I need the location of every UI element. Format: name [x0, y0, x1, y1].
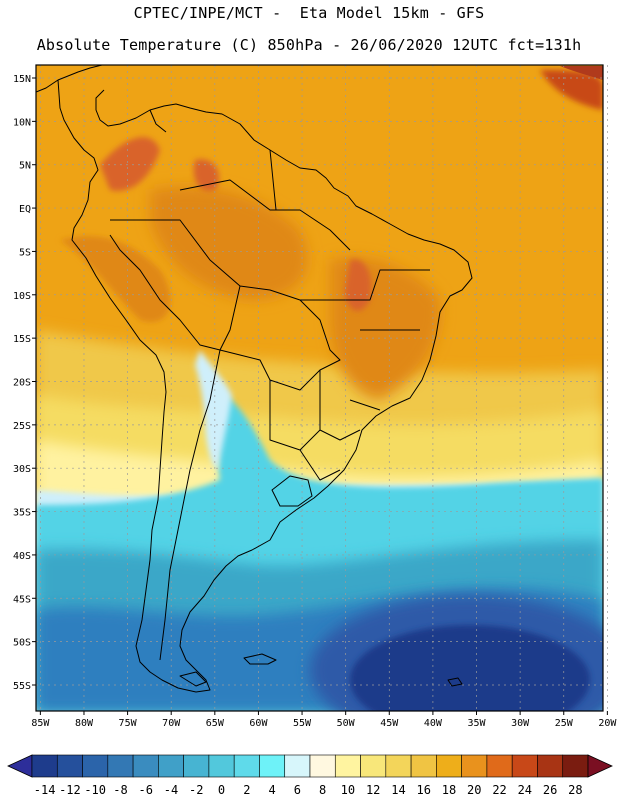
colorbar-label: 22	[492, 783, 506, 797]
lat-tick-label: 30S	[13, 464, 31, 475]
lon-tick-label: 20W	[598, 718, 617, 729]
colorbar-label: 26	[543, 783, 557, 797]
colorbar-label: -12	[59, 783, 81, 797]
lon-tick-label: 40W	[424, 718, 443, 729]
lon-tick-label: 55W	[293, 718, 312, 729]
colorbar-label: -8	[113, 783, 127, 797]
lon-tick-label: 80W	[75, 718, 94, 729]
lat-tick-label: 5S	[19, 247, 31, 258]
colorbar-swatch	[56, 754, 83, 778]
colorbar-label: 10	[341, 783, 355, 797]
longitude-ticks: 85W 80W 75W 70W 65W 60W 55W 50W 45W 40W 35W 30W 25W 2…	[31, 711, 617, 729]
colorbar-label: -10	[84, 783, 106, 797]
colorbar-swatch	[31, 754, 58, 778]
colorbar-label: 18	[442, 783, 456, 797]
colorbar-over-arrow	[587, 754, 613, 778]
colorbar-label: 16	[417, 783, 431, 797]
colorbar-swatch	[284, 754, 311, 778]
lon-tick-label: 85W	[31, 718, 50, 729]
lon-tick-label: 65W	[206, 718, 225, 729]
lat-tick-label: 35S	[13, 508, 31, 519]
colorbar-swatch	[562, 754, 589, 778]
colorbar-label: 28	[568, 783, 582, 797]
lat-tick-label: EQ	[19, 204, 31, 215]
colorbar-swatch	[183, 754, 210, 778]
colorbar-swatch	[537, 754, 564, 778]
colorbar-under-arrow	[7, 754, 33, 778]
lat-tick-label: 15S	[13, 334, 31, 345]
colorbar-swatch	[385, 754, 412, 778]
lat-tick-label: 10N	[13, 117, 31, 128]
colorbar-label: 4	[268, 783, 275, 797]
colorbar-label: 24	[518, 783, 532, 797]
colorbar-label: 8	[319, 783, 326, 797]
colorbar-label: -6	[139, 783, 153, 797]
colorbar-swatch	[309, 754, 336, 778]
colorbar-swatch	[410, 754, 437, 778]
colorbar-swatch	[158, 754, 184, 778]
colorbar-label: 0	[218, 783, 225, 797]
map-frame	[35, 64, 604, 712]
lat-tick-label: 20S	[13, 377, 31, 388]
colorbar-swatch	[233, 754, 260, 778]
colorbar-swatch	[259, 754, 286, 778]
colorbar-label: -4	[164, 783, 178, 797]
colorbar-labels: -14 -12 -10 -8 -6 -4 -2 0 2 4 6 8 10 12 14 16 18 20 22 24 26…	[34, 783, 583, 797]
lat-tick-label: 50S	[13, 638, 31, 649]
latitude-ticks: 15N 10N 5N EQ 5S 10S 15S 20S 25S 30S 35S 40S 45S 50S 5…	[13, 74, 36, 692]
colorbar-swatch	[208, 754, 235, 778]
lat-tick-label: 40S	[13, 551, 31, 562]
lon-tick-label: 35W	[467, 718, 486, 729]
chart-title-line1: CPTEC/INPE/MCT - Eta Model 15km - GFS	[133, 4, 485, 22]
chart-title-line2: Absolute Temperature (C) 850hPa - 26/06/…	[36, 36, 582, 54]
colorbar-swatch	[107, 754, 134, 778]
colorbar-swatch	[461, 754, 488, 778]
colorbar-swatch	[132, 754, 159, 778]
colorbar-swatch	[82, 754, 109, 778]
colorbar-swatch	[436, 754, 462, 778]
colorbar-label: 2	[243, 783, 250, 797]
lat-tick-label: 10S	[13, 291, 31, 302]
colorbar-label: 12	[366, 783, 380, 797]
lon-tick-label: 50W	[337, 718, 356, 729]
lat-tick-label: 15N	[13, 74, 31, 85]
lat-tick-label: 5N	[19, 161, 31, 172]
lon-tick-label: 70W	[162, 718, 181, 729]
lon-tick-label: 30W	[511, 718, 530, 729]
lat-tick-label: 45S	[13, 594, 31, 605]
colorbar-label: -2	[189, 783, 203, 797]
colorbar	[7, 754, 613, 778]
colorbar-label: 20	[467, 783, 481, 797]
colorbar-label: -14	[34, 783, 56, 797]
temperature-field	[36, 65, 603, 711]
colorbar-label: 6	[294, 783, 301, 797]
colorbar-swatch	[360, 754, 387, 778]
colorbar-swatch	[334, 754, 361, 778]
coastlines-and-borders	[36, 65, 473, 693]
lon-tick-label: 60W	[249, 718, 268, 729]
colorbar-swatch	[486, 754, 513, 778]
colorbar-label: 14	[391, 783, 405, 797]
lat-tick-label: 25S	[13, 421, 31, 432]
lon-tick-label: 25W	[555, 718, 574, 729]
colorbar-swatch	[511, 754, 538, 778]
lat-tick-label: 55S	[13, 681, 31, 692]
lon-tick-label: 45W	[380, 718, 399, 729]
lon-tick-label: 75W	[119, 718, 138, 729]
